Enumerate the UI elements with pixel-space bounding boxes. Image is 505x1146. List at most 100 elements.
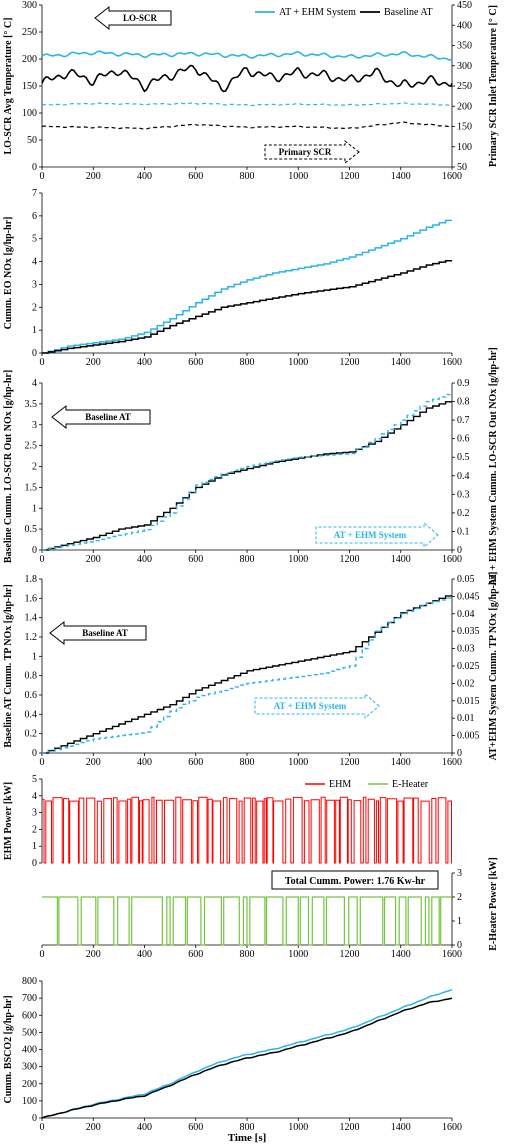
y-tick-label: 1.2 (25, 632, 38, 643)
annotation-lo-scr: LO-SCR (94, 5, 172, 31)
y-tick-label: 2 (32, 302, 37, 313)
x-tick-label: 800 (240, 1122, 255, 1133)
x-tick-label: 200 (86, 1122, 101, 1133)
series-line-1 (42, 597, 452, 754)
x-tick-label: 1000 (288, 171, 308, 182)
x-tick-label: 800 (240, 554, 255, 565)
x-tick-label: 800 (240, 949, 255, 960)
y2-tick-label: 3 (457, 868, 462, 879)
y2-tick-label: 0.03 (457, 644, 475, 655)
y-tick-label: 0 (32, 348, 37, 359)
legend-label-e-heater: E-Heater (392, 779, 429, 790)
y-tick-label: 0.8 (25, 671, 38, 682)
series-line-0 (42, 219, 452, 354)
y2-tick-label: 0.8 (457, 397, 470, 408)
x-tick-label: 400 (137, 554, 152, 565)
y-tick-label: 100 (22, 1096, 37, 1107)
series-line-1 (42, 259, 452, 354)
x-axis-label: Time [s] (228, 1132, 267, 1144)
y-tick-label: 150 (22, 81, 37, 92)
y-tick-label: 5 (32, 774, 37, 785)
y2-tick-label: 300 (457, 61, 472, 72)
arrow-label: Primary SCR (279, 147, 332, 157)
y-tick-label: 0 (32, 748, 37, 759)
y-tick-label: 0.4 (25, 709, 38, 720)
y-tick-label: 200 (22, 54, 37, 65)
series-line-0 (42, 595, 452, 754)
x-tick-label: 800 (240, 357, 255, 368)
x-tick-label: 400 (137, 171, 152, 182)
x-tick-label: 400 (137, 1122, 152, 1133)
y-tick-label: 0 (32, 1113, 37, 1124)
x-tick-label: 600 (188, 757, 203, 768)
annotation-primary-scr: Primary SCR (264, 139, 360, 165)
y-tick-label: 3 (32, 808, 37, 819)
y2-tick-label: 0.1 (457, 526, 470, 537)
x-tick-label: 1000 (288, 554, 308, 565)
x-tick-label: 400 (137, 357, 152, 368)
y2-tick-label: 0.5 (457, 452, 470, 463)
y2-tick-label: 0.3 (457, 489, 470, 500)
x-tick-label: 800 (240, 757, 255, 768)
y-tick-label: 0.6 (25, 690, 38, 701)
x-tick-label: 1200 (340, 357, 360, 368)
y-tick-label: 6 (32, 211, 37, 222)
y2-tick-label: 0.04 (457, 609, 475, 620)
y-axis-label: EHM Power [kW] (3, 782, 14, 860)
y2-tick-label: 0.015 (457, 696, 480, 707)
y2-tick-label: 0.045 (457, 591, 480, 602)
arrow-label: AT + EHM System (274, 701, 347, 711)
legend-label-at-ehm: AT + EHM System (279, 7, 356, 18)
y2-tick-label: 0 (457, 545, 462, 556)
y-tick-label: 100 (22, 108, 37, 119)
y-tick-label: 700 (22, 993, 37, 1004)
y-axis-label: Cumm. BSCO2 [g/hp-hr] (3, 995, 14, 1103)
x-tick-label: 1200 (340, 1122, 360, 1133)
y2-tick-label: 0.035 (457, 626, 480, 637)
annotation-at-ehm: AT + EHM System (315, 521, 439, 549)
arrow-label: AT + EHM System (334, 530, 407, 540)
x-tick-label: 600 (188, 1122, 203, 1133)
x-tick-label: 1400 (391, 1122, 411, 1133)
y-tick-label: 5 (32, 234, 37, 245)
y-tick-label: 7 (32, 188, 37, 199)
arrow-shape (264, 139, 360, 165)
y2-tick-label: 0.7 (457, 415, 470, 426)
x-tick-label: 0 (40, 554, 45, 565)
y2-axis-label: AT+EHM System Cumm. TP NOx [g/hp-hr] (488, 572, 499, 761)
x-tick-label: 600 (188, 554, 203, 565)
arrow-shape (51, 404, 151, 430)
y-tick-label: 200 (22, 1079, 37, 1090)
y-tick-label: 2 (32, 824, 37, 835)
x-tick-label: 200 (86, 357, 101, 368)
y2-tick-label: 0.9 (457, 378, 470, 389)
y2-tick-label: 450 (457, 0, 472, 11)
y2-axis-label: AT + EHM System Cumm. LO-SCR Out NOx [g/… (488, 347, 499, 585)
y2-tick-label: 0.4 (457, 471, 470, 482)
y2-tick-label: 100 (457, 142, 472, 153)
y2-tick-label: 0 (457, 748, 462, 759)
arrow-shape (49, 620, 147, 646)
y-tick-label: 1 (32, 503, 37, 514)
series-line-1 (41, 997, 453, 1119)
x-tick-label: 400 (137, 949, 152, 960)
y-tick-label: 50 (27, 135, 37, 146)
series-line-1 (41, 64, 453, 93)
x-tick-label: 1200 (340, 949, 360, 960)
y-tick-label: 500 (22, 1027, 37, 1038)
y2-tick-label: 0.01 (457, 713, 475, 724)
x-tick-label: 1000 (288, 757, 308, 768)
x-tick-label: 0 (40, 357, 45, 368)
x-tick-label: 200 (86, 757, 101, 768)
annotation-total-power: Total Cumm. Power: 1.76 Kw-hr (285, 876, 426, 887)
y-tick-label: 2.5 (25, 441, 38, 452)
y-tick-label: 4 (32, 791, 37, 802)
y-tick-label: 0 (32, 545, 37, 556)
x-tick-label: 0 (40, 757, 45, 768)
y2-tick-label: 250 (457, 81, 472, 92)
y-tick-label: 400 (22, 1045, 37, 1056)
legend-label-baseline: Baseline AT (384, 7, 433, 18)
y2-tick-label: 0.05 (457, 574, 475, 585)
y-tick-label: 0.2 (25, 729, 38, 740)
y-tick-label: 3.5 (25, 399, 38, 410)
